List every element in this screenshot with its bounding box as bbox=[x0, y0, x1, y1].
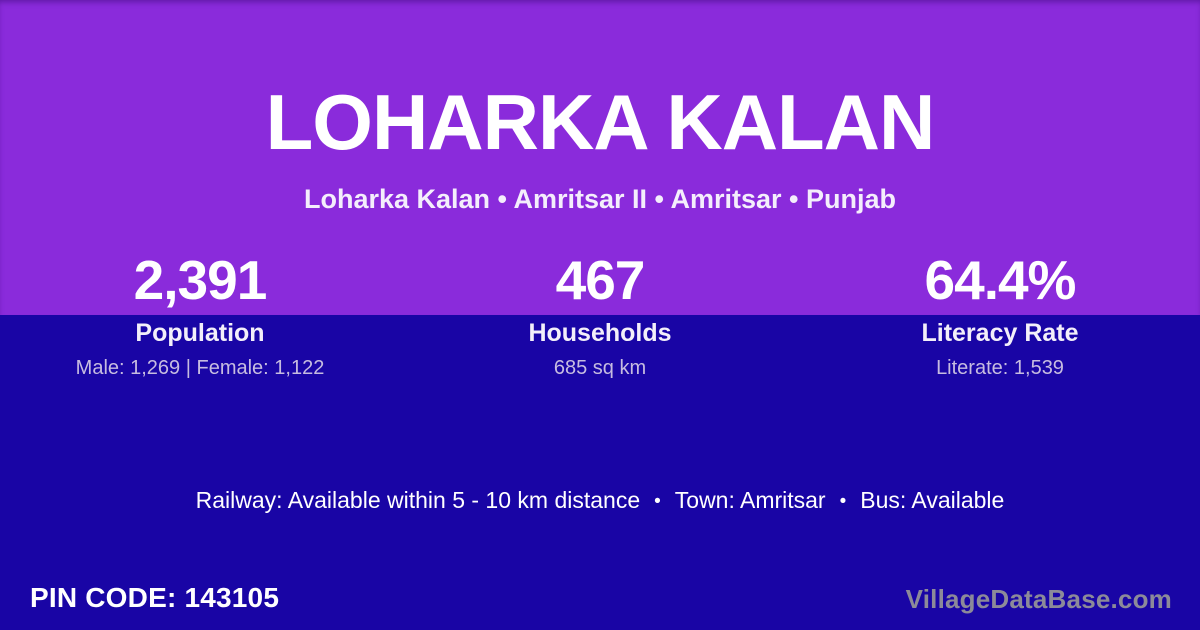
footer-row: PIN CODE: 143105 VillageDataBase.com bbox=[30, 582, 1172, 614]
literacy-rate-detail: Literate: 1,539 bbox=[936, 357, 1064, 379]
literacy-rate-value: 64.4% bbox=[924, 249, 1077, 311]
households-label: Households bbox=[528, 319, 672, 347]
dot-separator: • bbox=[839, 491, 847, 512]
population-detail: Male: 1,269 | Female: 1,122 bbox=[75, 357, 325, 379]
stats-labels-row: Population Male: 1,269 | Female: 1,122 H… bbox=[0, 315, 1200, 379]
amenities-line: Railway: Available within 5 - 10 km dist… bbox=[0, 486, 1200, 516]
town-info: Town: Amritsar bbox=[674, 487, 826, 513]
railway-info: Railway: Available within 5 - 10 km dist… bbox=[195, 487, 641, 513]
bus-info: Bus: Available bbox=[860, 487, 1005, 513]
header-section: LOHARKA KALAN Loharka Kalan • Amritsar I… bbox=[0, 0, 1200, 315]
stats-values-row: 2,391 467 64.4% bbox=[0, 252, 1200, 308]
households-value: 467 bbox=[555, 249, 646, 311]
breadcrumb: Loharka Kalan • Amritsar II • Amritsar •… bbox=[303, 184, 897, 214]
watermark: VillageDataBase.com bbox=[905, 584, 1172, 614]
population-stat: Population Male: 1,269 | Female: 1,122 bbox=[0, 315, 400, 379]
literacy-rate-label: Literacy Rate bbox=[921, 319, 1079, 347]
literacy-rate-stat: Literacy Rate Literate: 1,539 bbox=[800, 315, 1200, 379]
pin-code: PIN CODE: 143105 bbox=[30, 582, 280, 613]
households-stat: Households 685 sq km bbox=[400, 315, 800, 379]
dot-separator: • bbox=[654, 491, 661, 512]
page-title: LOHARKA KALAN bbox=[265, 78, 936, 166]
population-value: 2,391 bbox=[133, 249, 268, 311]
population-label: Population bbox=[135, 319, 265, 347]
households-detail: 685 sq km bbox=[553, 357, 647, 379]
